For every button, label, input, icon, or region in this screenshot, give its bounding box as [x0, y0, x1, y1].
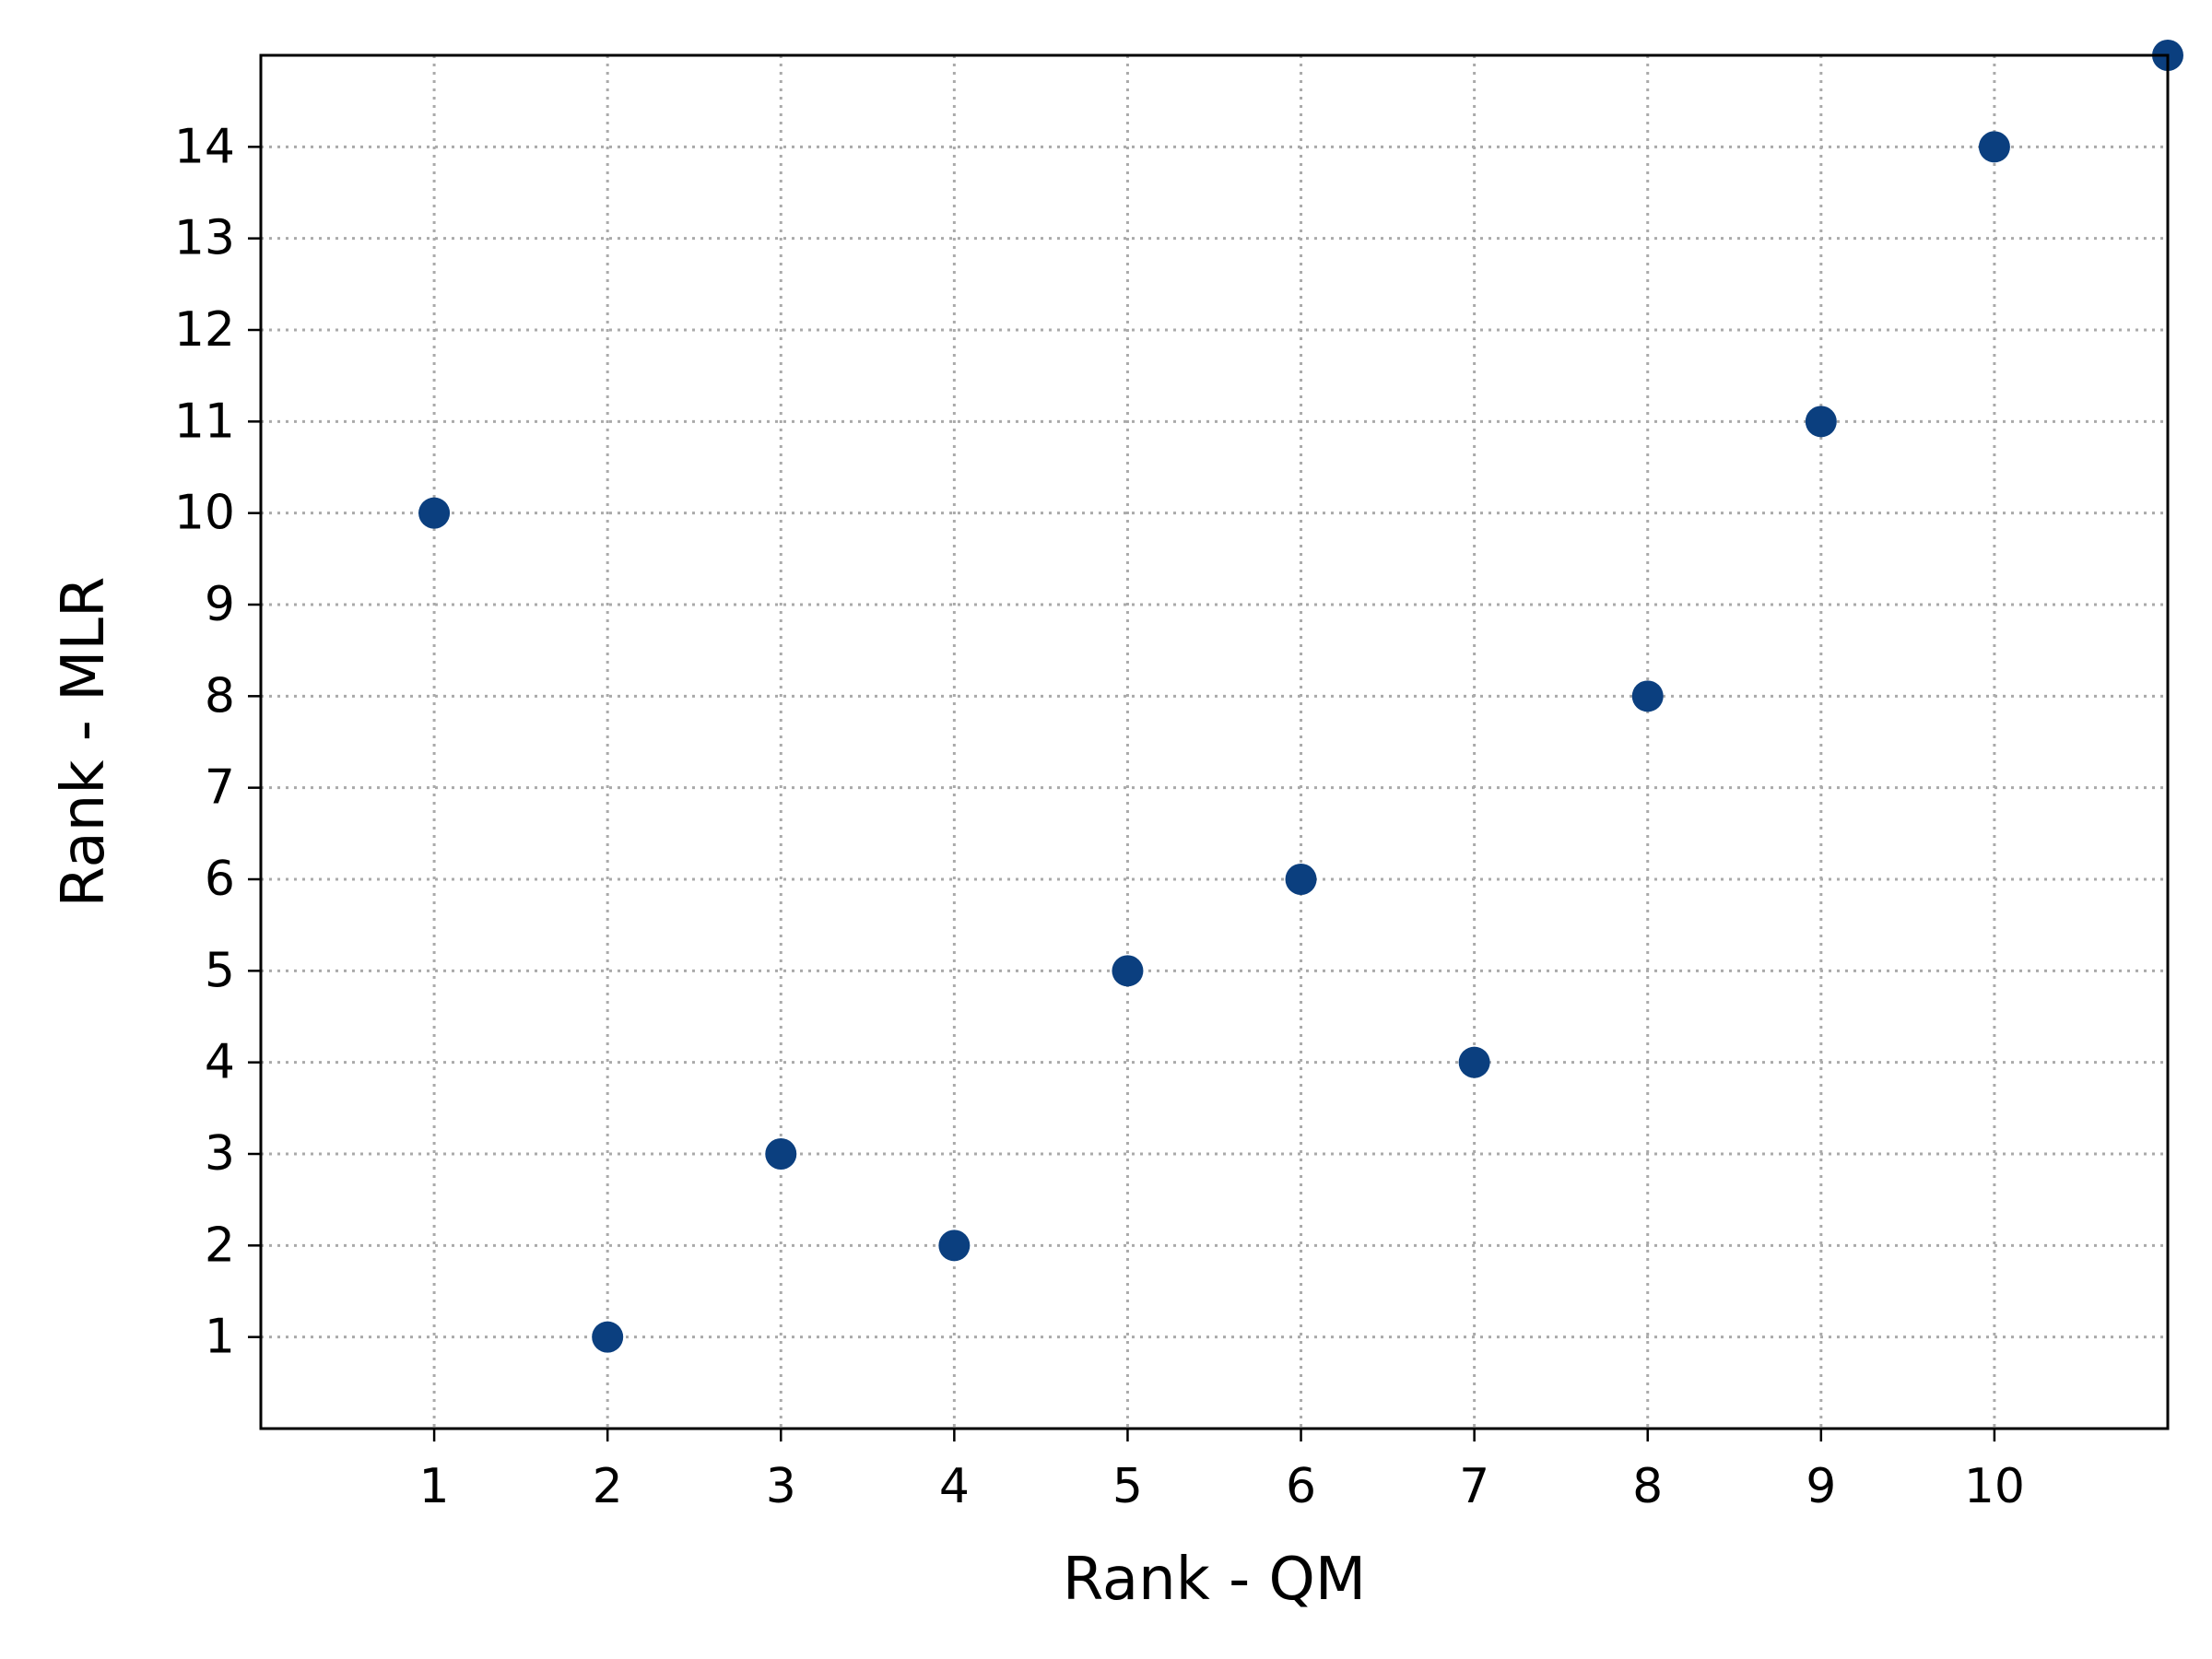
- grid: [261, 55, 2168, 1429]
- data-point: [1285, 864, 1317, 895]
- x-tick-label: 7: [1459, 1459, 1489, 1514]
- plot-frame: [259, 53, 2170, 1430]
- data-point: [1458, 1046, 1490, 1078]
- y-tick-label: 9: [205, 577, 235, 632]
- data-point: [592, 1321, 624, 1353]
- x-tick-label: 4: [939, 1459, 970, 1514]
- y-tick-label: 10: [174, 486, 235, 541]
- x-tick-label: 10: [1964, 1459, 2025, 1514]
- x-tick-label: 8: [1632, 1459, 1663, 1514]
- data-point: [1631, 680, 1664, 712]
- x-tick-label: 3: [766, 1459, 796, 1514]
- y-tick-label: 4: [205, 1035, 235, 1090]
- data-points: [418, 40, 2183, 1353]
- data-point: [765, 1138, 797, 1170]
- x-tick-label: 2: [593, 1459, 623, 1514]
- y-tick-label: 1: [205, 1310, 235, 1365]
- tick-marks: [248, 146, 1996, 1441]
- data-point: [1978, 131, 2010, 163]
- y-tick-label: 7: [205, 760, 235, 816]
- data-point: [1805, 406, 1837, 438]
- x-tick-labels: 1 2 3 4 5 6 7 8 9 10: [419, 1459, 2025, 1514]
- data-point: [418, 497, 451, 529]
- y-tick-label: 5: [205, 943, 235, 998]
- y-tick-label: 3: [205, 1126, 235, 1182]
- y-axis-label: Rank - MLR: [50, 576, 118, 907]
- x-axis-label: Rank - QM: [1063, 1546, 1366, 1614]
- x-tick-label: 6: [1286, 1459, 1316, 1514]
- y-tick-label: 8: [205, 668, 235, 724]
- y-tick-label: 12: [174, 302, 235, 358]
- data-point: [938, 1230, 971, 1262]
- y-tick-label: 13: [174, 211, 235, 266]
- y-tick-label: 14: [174, 119, 235, 174]
- x-tick-label: 5: [1112, 1459, 1143, 1514]
- x-tick-label: 1: [419, 1459, 450, 1514]
- y-tick-label: 11: [174, 394, 235, 449]
- y-tick-label: 6: [205, 852, 235, 907]
- data-point: [1112, 955, 1144, 987]
- x-tick-label: 9: [1806, 1459, 1836, 1514]
- y-tick-label: 2: [205, 1218, 235, 1273]
